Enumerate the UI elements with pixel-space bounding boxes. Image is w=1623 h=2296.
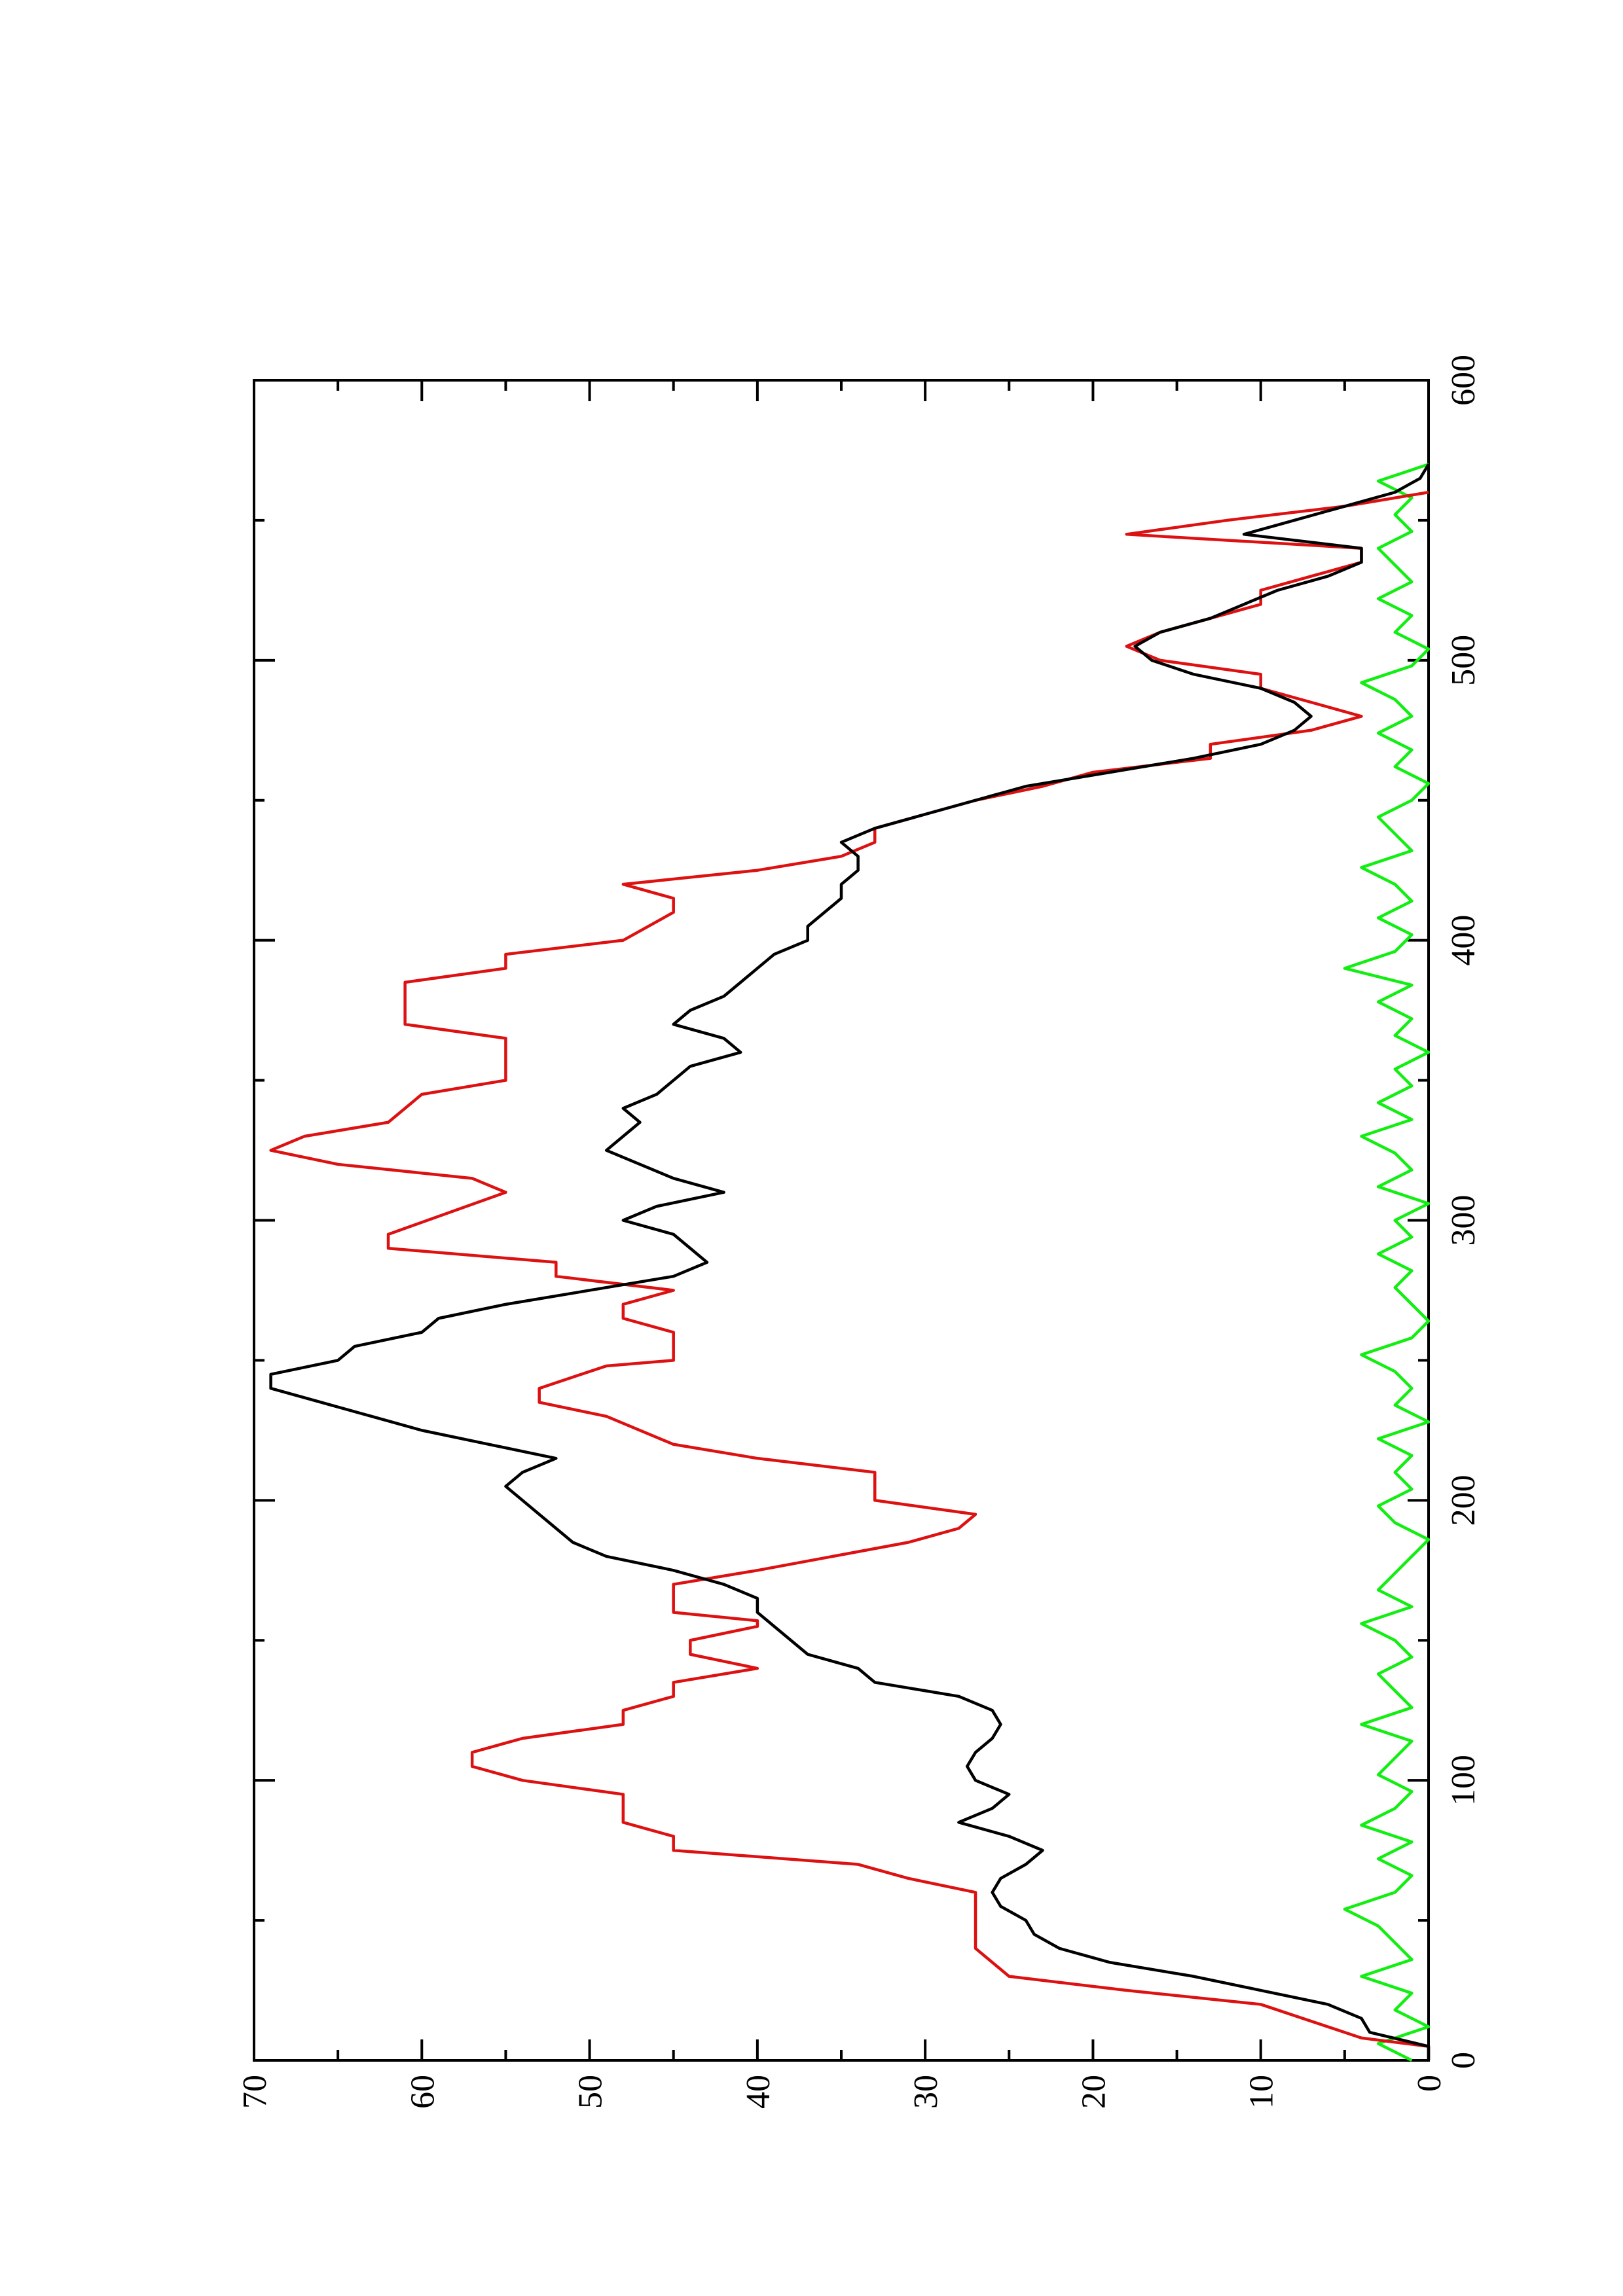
x-tick-label: 400 <box>1445 915 1482 966</box>
x-tick-label: 300 <box>1445 1195 1482 1246</box>
x-tick-label: 0 <box>1445 2052 1482 2069</box>
y-tick-label: 60 <box>404 2075 441 2109</box>
x-tick-label: 500 <box>1445 635 1482 686</box>
y-tick-label: 10 <box>1243 2075 1281 2109</box>
y-tick-label: 0 <box>1411 2075 1448 2092</box>
y-tick-label: 70 <box>236 2075 274 2109</box>
x-tick-label: 100 <box>1445 1755 1482 1806</box>
y-tick-label: 40 <box>740 2075 777 2109</box>
y-tick-label: 30 <box>907 2075 945 2109</box>
y-tick-label: 20 <box>1075 2075 1112 2109</box>
x-tick-label: 200 <box>1445 1475 1482 1526</box>
rotated-plot: 0 100 200 300 400 500 600 0 10 20 30 40 50 60 70 <box>236 355 1482 2109</box>
series-line <box>1343 463 1431 2062</box>
x-tick-label: 600 <box>1445 355 1482 406</box>
series-line <box>269 463 1431 2060</box>
y-tick-label: 50 <box>572 2075 610 2109</box>
series-line <box>269 490 1431 2060</box>
